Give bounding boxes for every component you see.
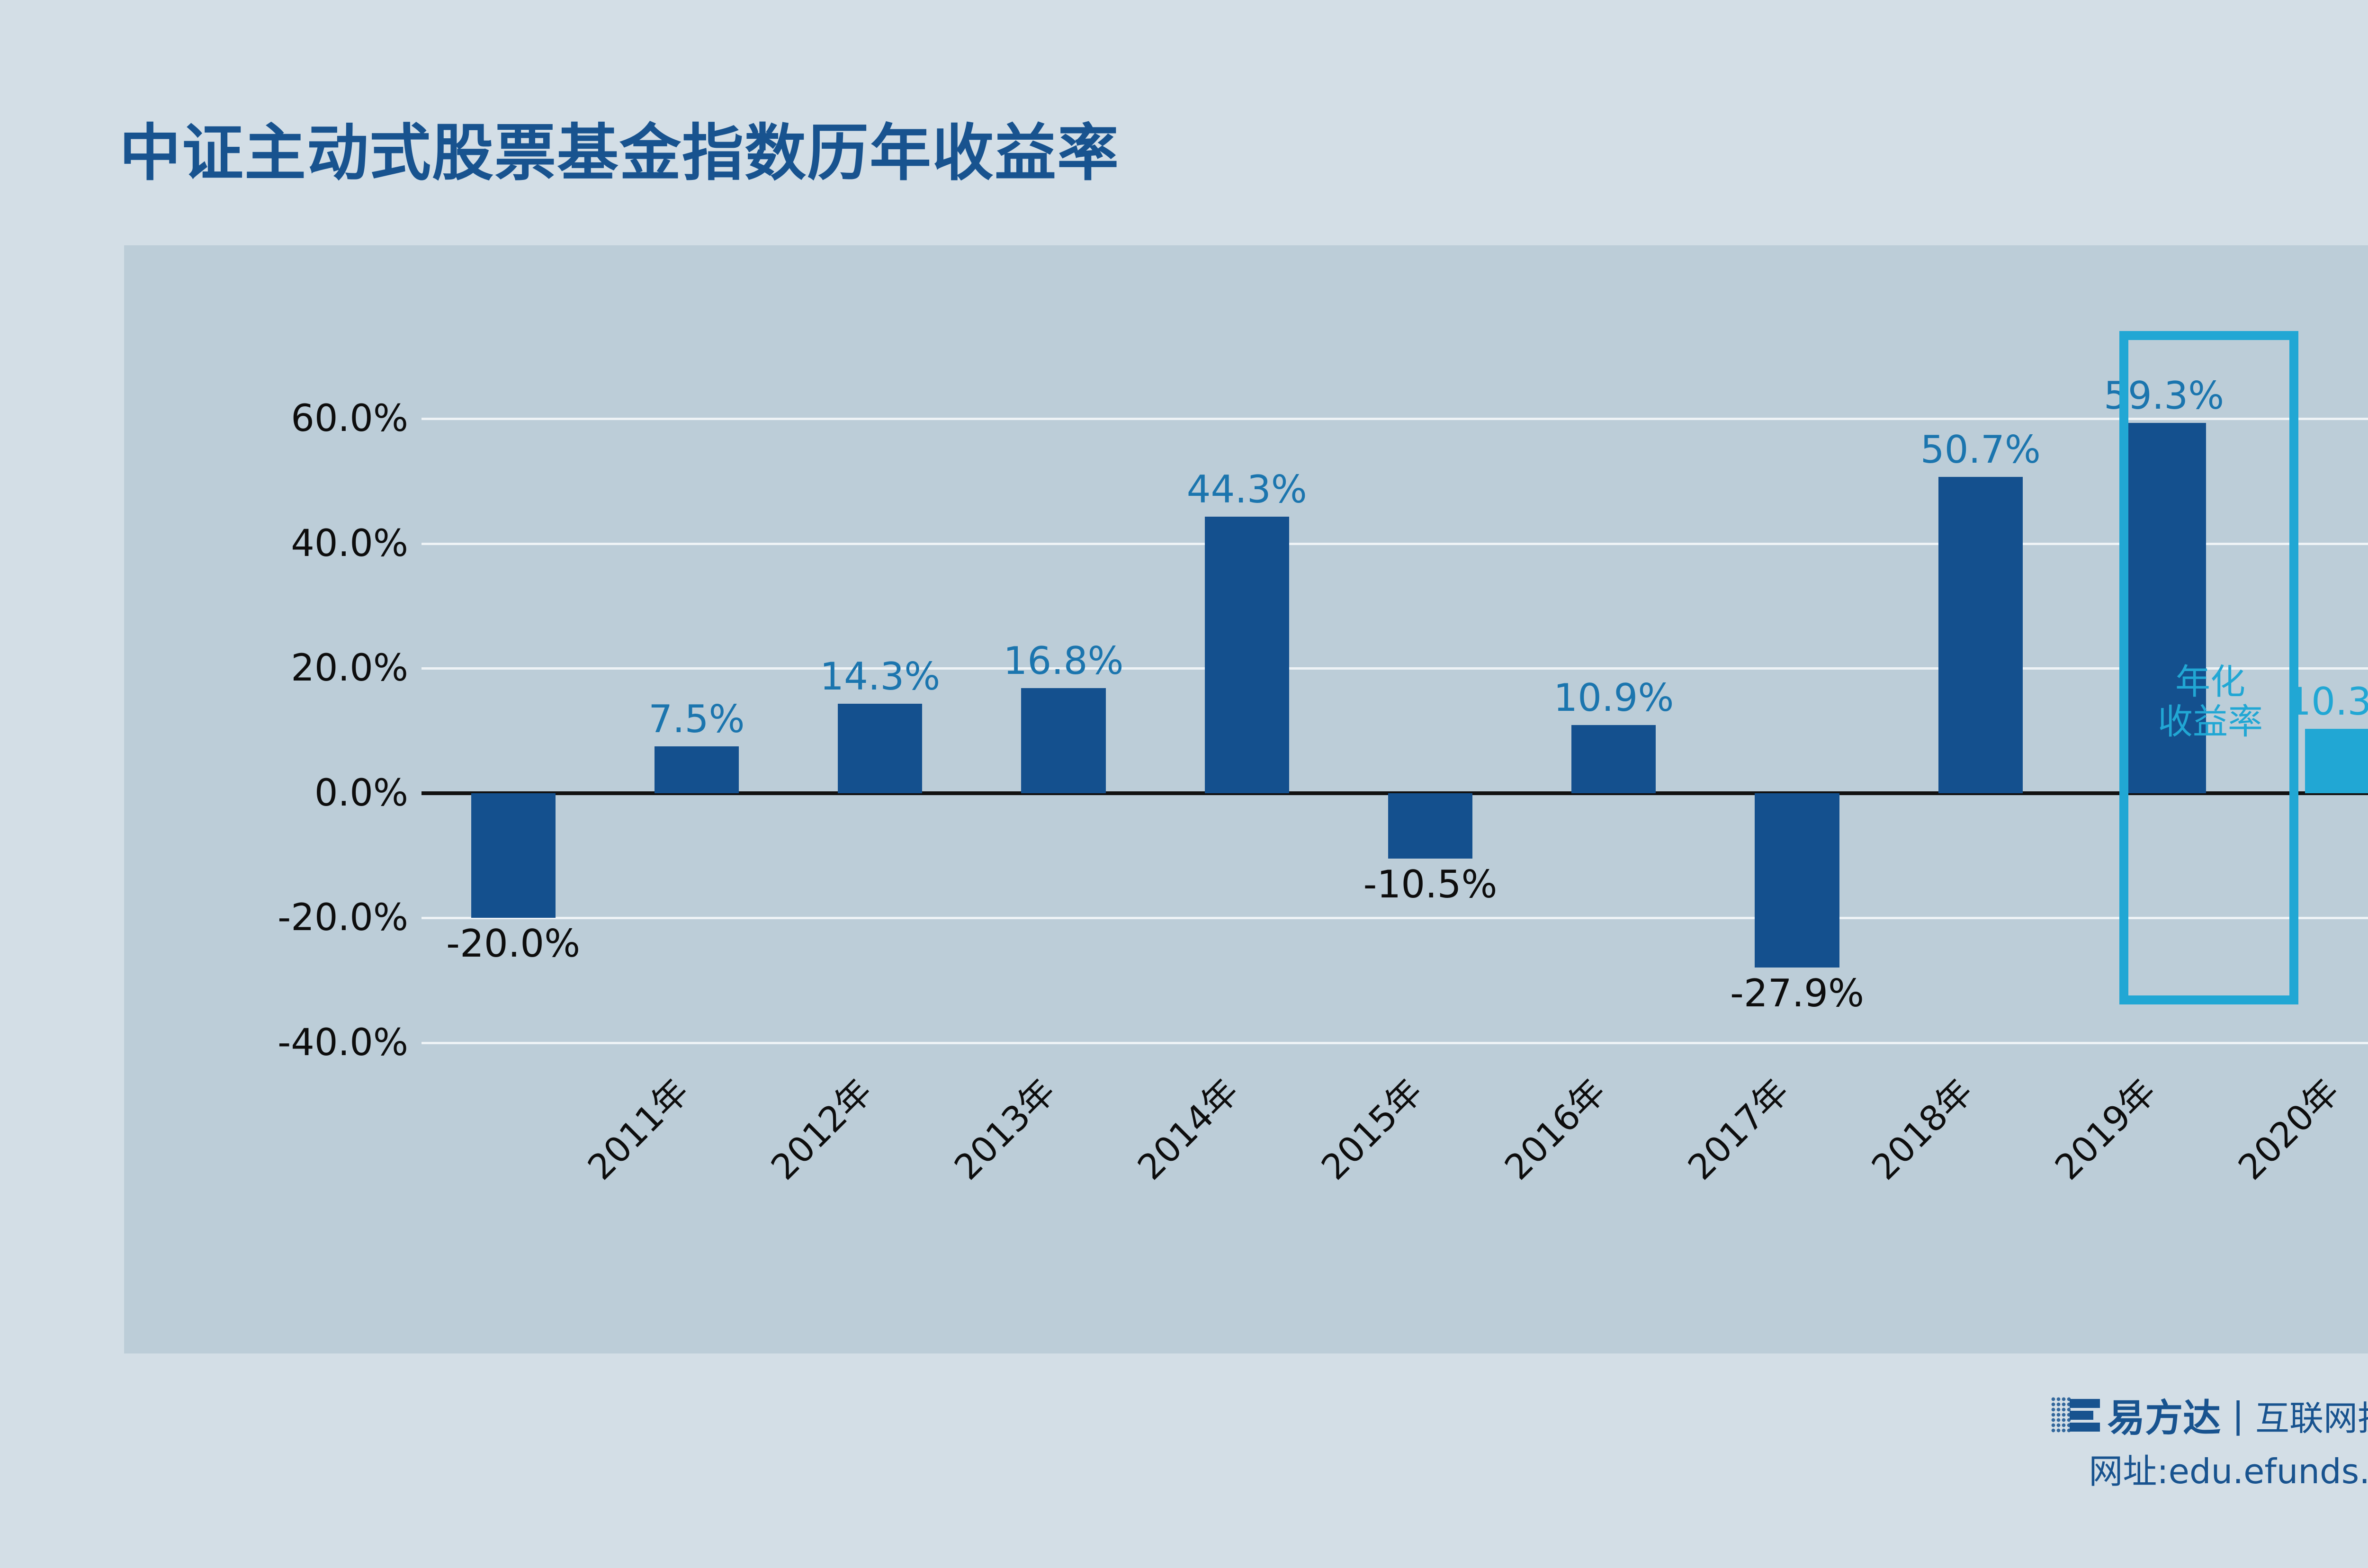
- x-axis-label-2016年: 2016年: [1497, 1071, 1614, 1188]
- x-axis-label-2019年: 2019年: [2047, 1071, 2164, 1188]
- value-label-2019年: 50.7%: [1920, 427, 2041, 472]
- bar-2013年[interactable]: [838, 704, 923, 793]
- logo-dot-pattern: [2051, 1397, 2071, 1434]
- bar-2019年[interactable]: [1938, 476, 2023, 793]
- y-axis-tick-label: 20.0%: [291, 647, 408, 690]
- value-label-2015年: 44.3%: [1186, 467, 1307, 511]
- x-axis-label-2011年: 2011年: [580, 1071, 697, 1188]
- page-title: 中证主动式股票基金指数历年收益率: [119, 117, 1120, 189]
- x-axis-label-2020年: 2020年: [2230, 1071, 2348, 1188]
- logo-bar-bottom: [2070, 1423, 2100, 1432]
- value-label-2011年-2020年: 10.3%: [2287, 680, 2368, 724]
- value-label-2011年: -20.0%: [446, 922, 581, 966]
- logo-bar-top: [2070, 1399, 2100, 1408]
- value-label-2014年: 16.8%: [1003, 639, 1124, 683]
- brand-row: 易方达 | 互联网投教基地: [2051, 1388, 2368, 1443]
- bar-2014年[interactable]: [1021, 688, 1106, 793]
- bar-2017年[interactable]: [1571, 725, 1656, 793]
- annualized-return-highlight-box: [2119, 331, 2298, 1004]
- y-axis-tick-label: 0.0%: [314, 771, 408, 815]
- brand-separator: |: [2233, 1394, 2243, 1436]
- chart-panel: 60.0% 40.0% 20.0% 0.0% -20.0% -40.0% -20.0% 7.…: [124, 245, 2368, 1353]
- bar-2020年[interactable]: [2122, 423, 2207, 793]
- plot-area: -20.0% 7.5% 14.3% 16.8% 44.3% -10.5% 10.9% -27.…: [422, 374, 2368, 1044]
- bar-2011年-2020年[interactable]: [2305, 729, 2368, 793]
- y-axis-tick-label: -20.0%: [278, 896, 408, 940]
- footer: 易方达 | 互联网投教基地 网址:edu.efunds.com.cn: [0, 1388, 2368, 1530]
- value-label-2012年: 7.5%: [648, 697, 745, 741]
- gridline: [422, 1042, 2368, 1044]
- x-axis-label-2014年: 2014年: [1130, 1071, 1247, 1188]
- x-axis-label-2018年: 2018年: [1864, 1071, 1981, 1188]
- value-label-2013年: 14.3%: [820, 654, 941, 699]
- y-axis-tick-label: 60.0%: [291, 397, 408, 440]
- gridline: [422, 667, 2368, 670]
- logo-bar-mid: [2070, 1411, 2094, 1420]
- gridline: [422, 917, 2368, 920]
- bar-2018年[interactable]: [1755, 793, 1839, 968]
- website-url: 网址:edu.efunds.com.cn: [2089, 1452, 2368, 1491]
- annualized-return-caption-line2: 收益率: [2158, 701, 2263, 743]
- bar-2011年[interactable]: [471, 793, 556, 918]
- bar-2016年[interactable]: [1388, 793, 1473, 859]
- y-axis-tick-label: -40.0%: [278, 1021, 408, 1064]
- annualized-return-caption: 年化 收益率: [2108, 662, 2312, 742]
- value-label-2016年: -10.5%: [1363, 862, 1498, 907]
- gridline: [422, 418, 2368, 420]
- annualized-return-caption-line1: 年化: [2175, 662, 2245, 702]
- y-axis-tick-labels: 60.0% 40.0% 20.0% 0.0% -20.0% -40.0%: [219, 397, 408, 1064]
- y-axis-tick-label: 40.0%: [291, 522, 408, 565]
- gridline: [422, 542, 2368, 545]
- brand-subtitle: 互联网投教基地: [2255, 1398, 2368, 1438]
- x-axis-label-2013年: 2013年: [947, 1071, 1064, 1188]
- value-label-2018年: -27.9%: [1730, 971, 1865, 1015]
- x-axis-label-2017年: 2017年: [1680, 1071, 1797, 1188]
- efunds-logo-icon: [2051, 1397, 2100, 1434]
- bar-2012年[interactable]: [654, 746, 739, 793]
- x-axis-label-2015年: 2015年: [1313, 1071, 1430, 1188]
- brand-name: 易方达: [2107, 1396, 2221, 1440]
- value-label-2017年: 10.9%: [1553, 676, 1674, 720]
- bar-2015年[interactable]: [1204, 516, 1289, 793]
- x-axis-label-2012年: 2012年: [763, 1071, 880, 1188]
